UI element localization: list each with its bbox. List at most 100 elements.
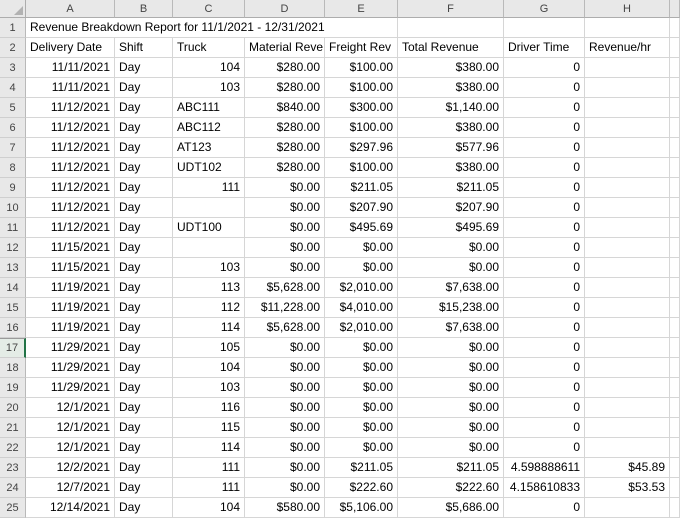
cell-C2[interactable]: Truck [173, 38, 245, 58]
cell-B23[interactable]: Day [115, 458, 173, 478]
cell-F18[interactable]: $0.00 [398, 358, 504, 378]
cell-F16[interactable]: $7,638.00 [398, 318, 504, 338]
cell-I11[interactable] [670, 218, 680, 238]
cell-E9[interactable]: $211.05 [325, 178, 398, 198]
cell-E13[interactable]: $0.00 [325, 258, 398, 278]
cell-B7[interactable]: Day [115, 138, 173, 158]
cell-C22[interactable]: 114 [173, 438, 245, 458]
cell-H23[interactable]: $45.89 [585, 458, 670, 478]
cell-C6[interactable]: ABC112 [173, 118, 245, 138]
cell-I10[interactable] [670, 198, 680, 218]
cell-E25[interactable]: $5,106.00 [325, 498, 398, 518]
cell-G19[interactable]: 0 [504, 378, 585, 398]
cell-H3[interactable] [585, 58, 670, 78]
cell-C7[interactable]: AT123 [173, 138, 245, 158]
cell-F7[interactable]: $577.96 [398, 138, 504, 158]
cell-G22[interactable]: 0 [504, 438, 585, 458]
cell-C17[interactable]: 105 [173, 338, 245, 358]
cell-I7[interactable] [670, 138, 680, 158]
cell-F13[interactable]: $0.00 [398, 258, 504, 278]
cell-H20[interactable] [585, 398, 670, 418]
cell-G13[interactable]: 0 [504, 258, 585, 278]
cell-F24[interactable]: $222.60 [398, 478, 504, 498]
cell-D21[interactable]: $0.00 [245, 418, 325, 438]
cell-G11[interactable]: 0 [504, 218, 585, 238]
cell-C13[interactable]: 103 [173, 258, 245, 278]
cell-C24[interactable]: 111 [173, 478, 245, 498]
cell-C9[interactable]: 111 [173, 178, 245, 198]
column-header-D[interactable]: D [245, 0, 325, 18]
cell-F19[interactable]: $0.00 [398, 378, 504, 398]
cell-A5[interactable]: 11/12/2021 [26, 98, 115, 118]
row-header-21[interactable]: 21 [0, 418, 26, 438]
cell-B22[interactable]: Day [115, 438, 173, 458]
cell-H21[interactable] [585, 418, 670, 438]
row-header-10[interactable]: 10 [0, 198, 26, 218]
cell-I5[interactable] [670, 98, 680, 118]
cell-C16[interactable]: 114 [173, 318, 245, 338]
cell-I1[interactable] [670, 18, 680, 38]
cell-C11[interactable]: UDT100 [173, 218, 245, 238]
cell-G20[interactable]: 0 [504, 398, 585, 418]
cell-B21[interactable]: Day [115, 418, 173, 438]
cell-D10[interactable]: $0.00 [245, 198, 325, 218]
cell-B6[interactable]: Day [115, 118, 173, 138]
cell-A23[interactable]: 12/2/2021 [26, 458, 115, 478]
row-header-1[interactable]: 1 [0, 18, 26, 38]
row-header-19[interactable]: 19 [0, 378, 26, 398]
cell-F23[interactable]: $211.05 [398, 458, 504, 478]
column-header-G[interactable]: G [504, 0, 585, 18]
cell-C12[interactable] [173, 238, 245, 258]
cell-C14[interactable]: 113 [173, 278, 245, 298]
cell-A7[interactable]: 11/12/2021 [26, 138, 115, 158]
cell-F21[interactable]: $0.00 [398, 418, 504, 438]
cell-H11[interactable] [585, 218, 670, 238]
cell-E11[interactable]: $495.69 [325, 218, 398, 238]
cell-G4[interactable]: 0 [504, 78, 585, 98]
cell-B2[interactable]: Shift [115, 38, 173, 58]
cell-C3[interactable]: 104 [173, 58, 245, 78]
cell-H1[interactable] [585, 18, 670, 38]
cell-F22[interactable]: $0.00 [398, 438, 504, 458]
row-header-18[interactable]: 18 [0, 358, 26, 378]
cell-E6[interactable]: $100.00 [325, 118, 398, 138]
cell-I14[interactable] [670, 278, 680, 298]
cell-H15[interactable] [585, 298, 670, 318]
cell-G24[interactable]: 4.158610833 [504, 478, 585, 498]
cell-F8[interactable]: $380.00 [398, 158, 504, 178]
cell-I20[interactable] [670, 398, 680, 418]
cell-I8[interactable] [670, 158, 680, 178]
cell-A14[interactable]: 11/19/2021 [26, 278, 115, 298]
cell-I17[interactable] [670, 338, 680, 358]
cell-B25[interactable]: Day [115, 498, 173, 518]
cell-F11[interactable]: $495.69 [398, 218, 504, 238]
cell-A24[interactable]: 12/7/2021 [26, 478, 115, 498]
cell-E10[interactable]: $207.90 [325, 198, 398, 218]
cell-B3[interactable]: Day [115, 58, 173, 78]
cell-C8[interactable]: UDT102 [173, 158, 245, 178]
cell-A11[interactable]: 11/12/2021 [26, 218, 115, 238]
cell-D7[interactable]: $280.00 [245, 138, 325, 158]
cell-G3[interactable]: 0 [504, 58, 585, 78]
cell-G9[interactable]: 0 [504, 178, 585, 198]
cell-F2[interactable]: Total Revenue [398, 38, 504, 58]
column-header-A[interactable]: A [26, 0, 115, 18]
column-header-H[interactable]: H [585, 0, 670, 18]
cell-A10[interactable]: 11/12/2021 [26, 198, 115, 218]
cell-H9[interactable] [585, 178, 670, 198]
cell-F15[interactable]: $15,238.00 [398, 298, 504, 318]
row-header-23[interactable]: 23 [0, 458, 26, 478]
cell-A18[interactable]: 11/29/2021 [26, 358, 115, 378]
cell-F12[interactable]: $0.00 [398, 238, 504, 258]
cell-D19[interactable]: $0.00 [245, 378, 325, 398]
cell-B19[interactable]: Day [115, 378, 173, 398]
cell-G17[interactable]: 0 [504, 338, 585, 358]
cell-I12[interactable] [670, 238, 680, 258]
cell-H12[interactable] [585, 238, 670, 258]
select-all-corner[interactable] [0, 0, 26, 18]
cell-H8[interactable] [585, 158, 670, 178]
cell-B17[interactable]: Day [115, 338, 173, 358]
cell-H18[interactable] [585, 358, 670, 378]
cell-G16[interactable]: 0 [504, 318, 585, 338]
cell-H16[interactable] [585, 318, 670, 338]
